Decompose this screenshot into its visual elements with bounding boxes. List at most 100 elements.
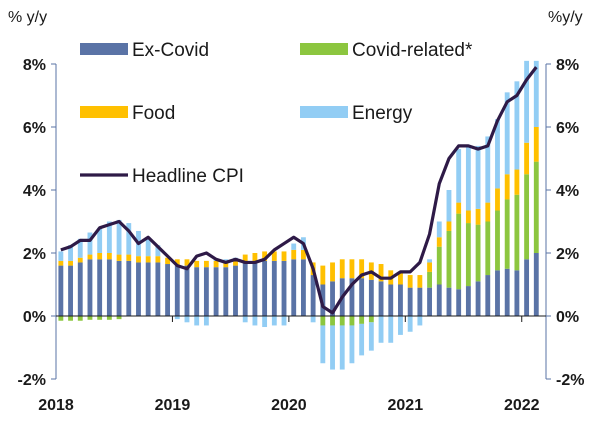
left-axis-unit-label: % y/y [8,9,47,26]
bar-segment [87,254,93,260]
ticks-group: -2% -2% 0% 0% 2% 2% 4% 4% 6% 6% 8% 8% 2018 2019 2020 20… [18,57,585,414]
bar-segment [359,278,365,316]
legend-label: Ex-Covid [132,40,209,61]
bar-segment [475,208,481,225]
bar-segment [388,284,394,316]
bar-segment [456,213,462,290]
bar-segment [533,253,539,316]
bar-segment [330,316,335,326]
legend-swatch [80,106,128,118]
bar-segment [436,221,442,238]
headline-cpi-line [60,66,538,315]
bar-segment [262,251,268,261]
bar-segment [213,260,219,268]
bar-segment [233,265,238,316]
bar-segment [271,260,277,317]
bar-segment [77,316,83,321]
bar-segment [97,253,103,260]
bar-segment [203,260,209,268]
bar-segment [223,267,229,316]
bar-segment [310,275,316,316]
bar-segment [320,325,326,364]
right-y-tick-label: 8% [556,57,579,74]
bar-segment [495,270,500,316]
bar-segment [291,259,297,316]
bar-segment [436,237,442,247]
bar-segment [349,278,355,316]
bar-segment [194,316,200,326]
bar-segment [339,316,345,326]
bar-segment [194,260,200,268]
bar-segment [252,260,258,317]
bar-segment [77,262,83,316]
x-tick-label: 2020 [271,397,307,414]
bar-segment [495,119,500,189]
bar-segment [417,287,423,316]
bar-segment [223,259,229,261]
bar-segment [87,232,93,255]
legend-swatch [300,106,348,118]
right-y-tick-label: 0% [556,309,579,326]
bar-segment [504,268,510,316]
bar-segment [407,275,413,288]
bar-segment [58,251,64,261]
bar-segment [495,210,500,271]
bar-segment [106,316,112,320]
bar-segment [524,60,530,143]
bar-segment [427,259,432,263]
bar-segment [524,259,530,316]
bar-segment [446,230,452,288]
bar-segment [281,251,287,261]
right-y-tick-label: 6% [556,120,579,137]
bar-segment [359,259,365,279]
bar-segment [165,264,171,316]
bar-segment [291,249,297,260]
bar-segment [349,316,355,326]
bar-segment [504,92,510,175]
left-y-tick-label: 0% [23,309,46,326]
bar-segment [145,237,151,257]
bar-segment [97,259,103,316]
bar-segment [495,188,500,211]
bar-segment [339,325,345,370]
left-y-tick-label: 2% [23,246,46,263]
bar-segment [330,281,335,316]
axes-group [55,64,547,379]
bar-segment [514,194,520,271]
bar-segment [126,223,132,255]
legend-label: Headline CPI [132,166,244,187]
bar-segment [330,262,335,282]
bar-segment [174,265,180,316]
x-tick-label: 2022 [504,397,540,414]
bar-segment [330,325,335,370]
bar-segment [378,264,384,282]
bar-segment [475,145,481,209]
bar-segment [194,267,200,316]
bar-segment [291,243,297,250]
bar-segment [155,262,161,316]
bar-segment [116,260,122,317]
bar-segment [184,259,190,266]
bar-segment [485,136,491,203]
right-y-tick-label: 4% [556,183,579,200]
bar-segment [106,259,112,316]
bar-segment [320,316,326,326]
bar-segment [213,267,219,316]
bar-segment [533,127,539,162]
bar-segment [514,81,520,170]
bar-segment [271,251,277,261]
bar-segment [68,316,73,321]
bar-segment [378,316,384,343]
bar-segment [398,284,403,316]
bar-segment [58,260,64,266]
bar-segment [174,259,180,266]
bar-segment [87,316,93,320]
bar-segment [252,253,258,261]
bar-segment [184,316,190,323]
bar-segment [281,260,287,317]
bar-segment [68,245,73,261]
bar-segment [145,262,151,316]
bar-segment [533,161,539,253]
right-y-tick-label: 2% [556,246,579,263]
